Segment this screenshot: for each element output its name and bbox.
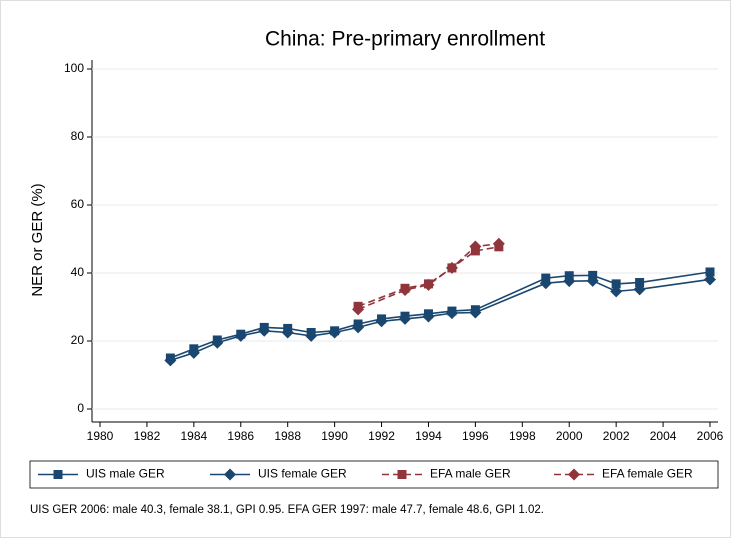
data-point bbox=[492, 237, 505, 250]
data-point bbox=[352, 303, 365, 316]
legend-label: EFA female GER bbox=[602, 467, 693, 481]
data-point bbox=[234, 329, 247, 342]
legend-marker bbox=[397, 470, 407, 479]
data-point bbox=[704, 273, 716, 286]
data-point bbox=[422, 310, 435, 323]
data-point bbox=[705, 267, 715, 277]
y-tick-label: 20 bbox=[71, 333, 85, 347]
x-tick-label: 1992 bbox=[368, 429, 395, 443]
data-point bbox=[610, 285, 623, 298]
x-tick-label: 1980 bbox=[87, 429, 114, 443]
legend-marker bbox=[568, 468, 580, 481]
data-point bbox=[469, 306, 482, 319]
x-tick-label: 1984 bbox=[180, 429, 207, 443]
data-point bbox=[563, 275, 576, 288]
data-point bbox=[211, 336, 224, 349]
x-tick-label: 1986 bbox=[227, 429, 254, 443]
data-point bbox=[352, 321, 365, 334]
y-tick-label: 80 bbox=[71, 129, 85, 143]
legend-marker bbox=[224, 468, 236, 481]
data-point bbox=[445, 307, 458, 320]
x-tick-label: 1996 bbox=[462, 429, 489, 443]
y-tick-label: 40 bbox=[71, 265, 85, 279]
data-point bbox=[399, 284, 411, 296]
legend bbox=[29, 460, 719, 489]
x-tick-label: 2006 bbox=[697, 429, 724, 443]
data-point bbox=[305, 329, 318, 342]
data-point bbox=[164, 354, 177, 367]
data-point bbox=[611, 279, 621, 289]
data-point bbox=[375, 315, 388, 328]
data-point bbox=[422, 278, 435, 291]
data-point bbox=[445, 261, 458, 274]
data-point bbox=[586, 274, 599, 287]
y-tick-label: 60 bbox=[71, 197, 85, 211]
x-tick-label: 1994 bbox=[415, 429, 442, 443]
series-line bbox=[357, 242, 499, 311]
legend-label: UIS female GER bbox=[258, 467, 347, 481]
data-point bbox=[633, 283, 646, 296]
x-tick-label: 1998 bbox=[509, 429, 536, 443]
x-tick-label: 2000 bbox=[556, 429, 583, 443]
data-point bbox=[399, 312, 411, 325]
legend-marker bbox=[53, 470, 63, 479]
legend-label: EFA male GER bbox=[430, 467, 511, 481]
data-point bbox=[539, 277, 552, 290]
x-tick-label: 1982 bbox=[134, 429, 161, 443]
note: UIS GER 2006: male 40.3, female 38.1, GP… bbox=[30, 504, 544, 516]
legend-label: UIS male GER bbox=[86, 467, 165, 481]
data-point bbox=[469, 240, 482, 253]
data-point bbox=[187, 346, 200, 359]
y-axis-label: NER or GER (%) bbox=[29, 183, 46, 296]
x-tick-label: 1988 bbox=[274, 429, 301, 443]
chart-title: China: Pre-primary enrollment bbox=[265, 28, 545, 51]
x-tick-label: 1990 bbox=[321, 429, 348, 443]
data-point bbox=[258, 324, 271, 337]
data-point bbox=[281, 326, 294, 339]
x-tick-label: 2002 bbox=[603, 429, 630, 443]
y-tick-label: 0 bbox=[77, 401, 84, 415]
data-point bbox=[328, 326, 341, 339]
data-point bbox=[635, 278, 645, 288]
y-tick-label: 100 bbox=[64, 61, 84, 75]
x-tick-label: 2004 bbox=[650, 429, 677, 443]
